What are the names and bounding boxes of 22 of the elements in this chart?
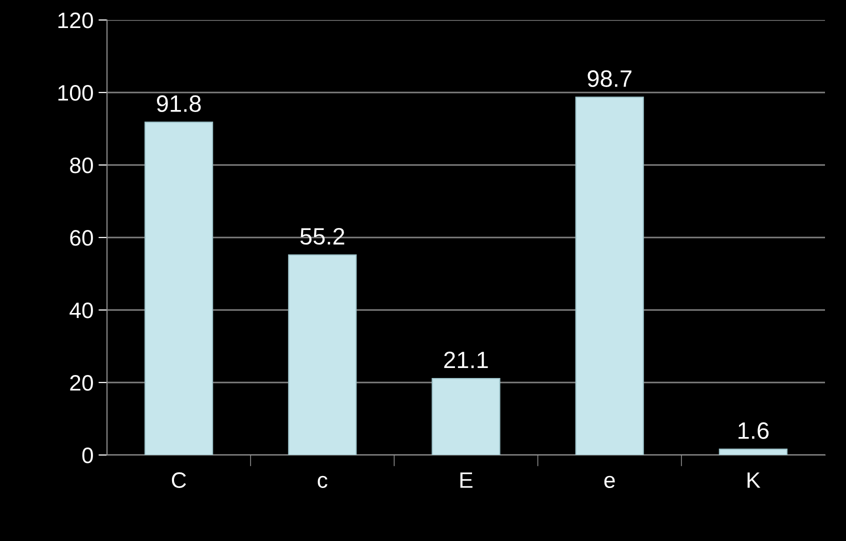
bar	[144, 122, 214, 455]
bar	[288, 254, 357, 455]
x-tick-label: C	[172, 472, 186, 488]
x-tick-label: E	[460, 472, 472, 488]
data-label: 21.1	[444, 352, 488, 368]
y-tick-label: 40	[70, 302, 93, 318]
x-tick-label: K	[748, 472, 760, 488]
y-tick-label: 120	[58, 12, 93, 28]
data-label: 91.8	[156, 95, 201, 112]
data-label: 98.7	[588, 70, 632, 87]
bar	[432, 378, 500, 455]
x-tick-label: e	[604, 476, 615, 488]
y-tick-label: 60	[70, 230, 93, 246]
data-label: 1.6	[738, 422, 769, 439]
y-tick-label: 0	[82, 448, 93, 464]
y-tick-label: 100	[58, 85, 93, 101]
bar	[575, 96, 644, 455]
x-tick-label: c	[318, 476, 328, 488]
data-label: 55.2	[300, 228, 344, 245]
bar	[718, 448, 788, 455]
y-tick-label: 20	[70, 375, 93, 391]
y-tick-label: 80	[70, 158, 93, 174]
